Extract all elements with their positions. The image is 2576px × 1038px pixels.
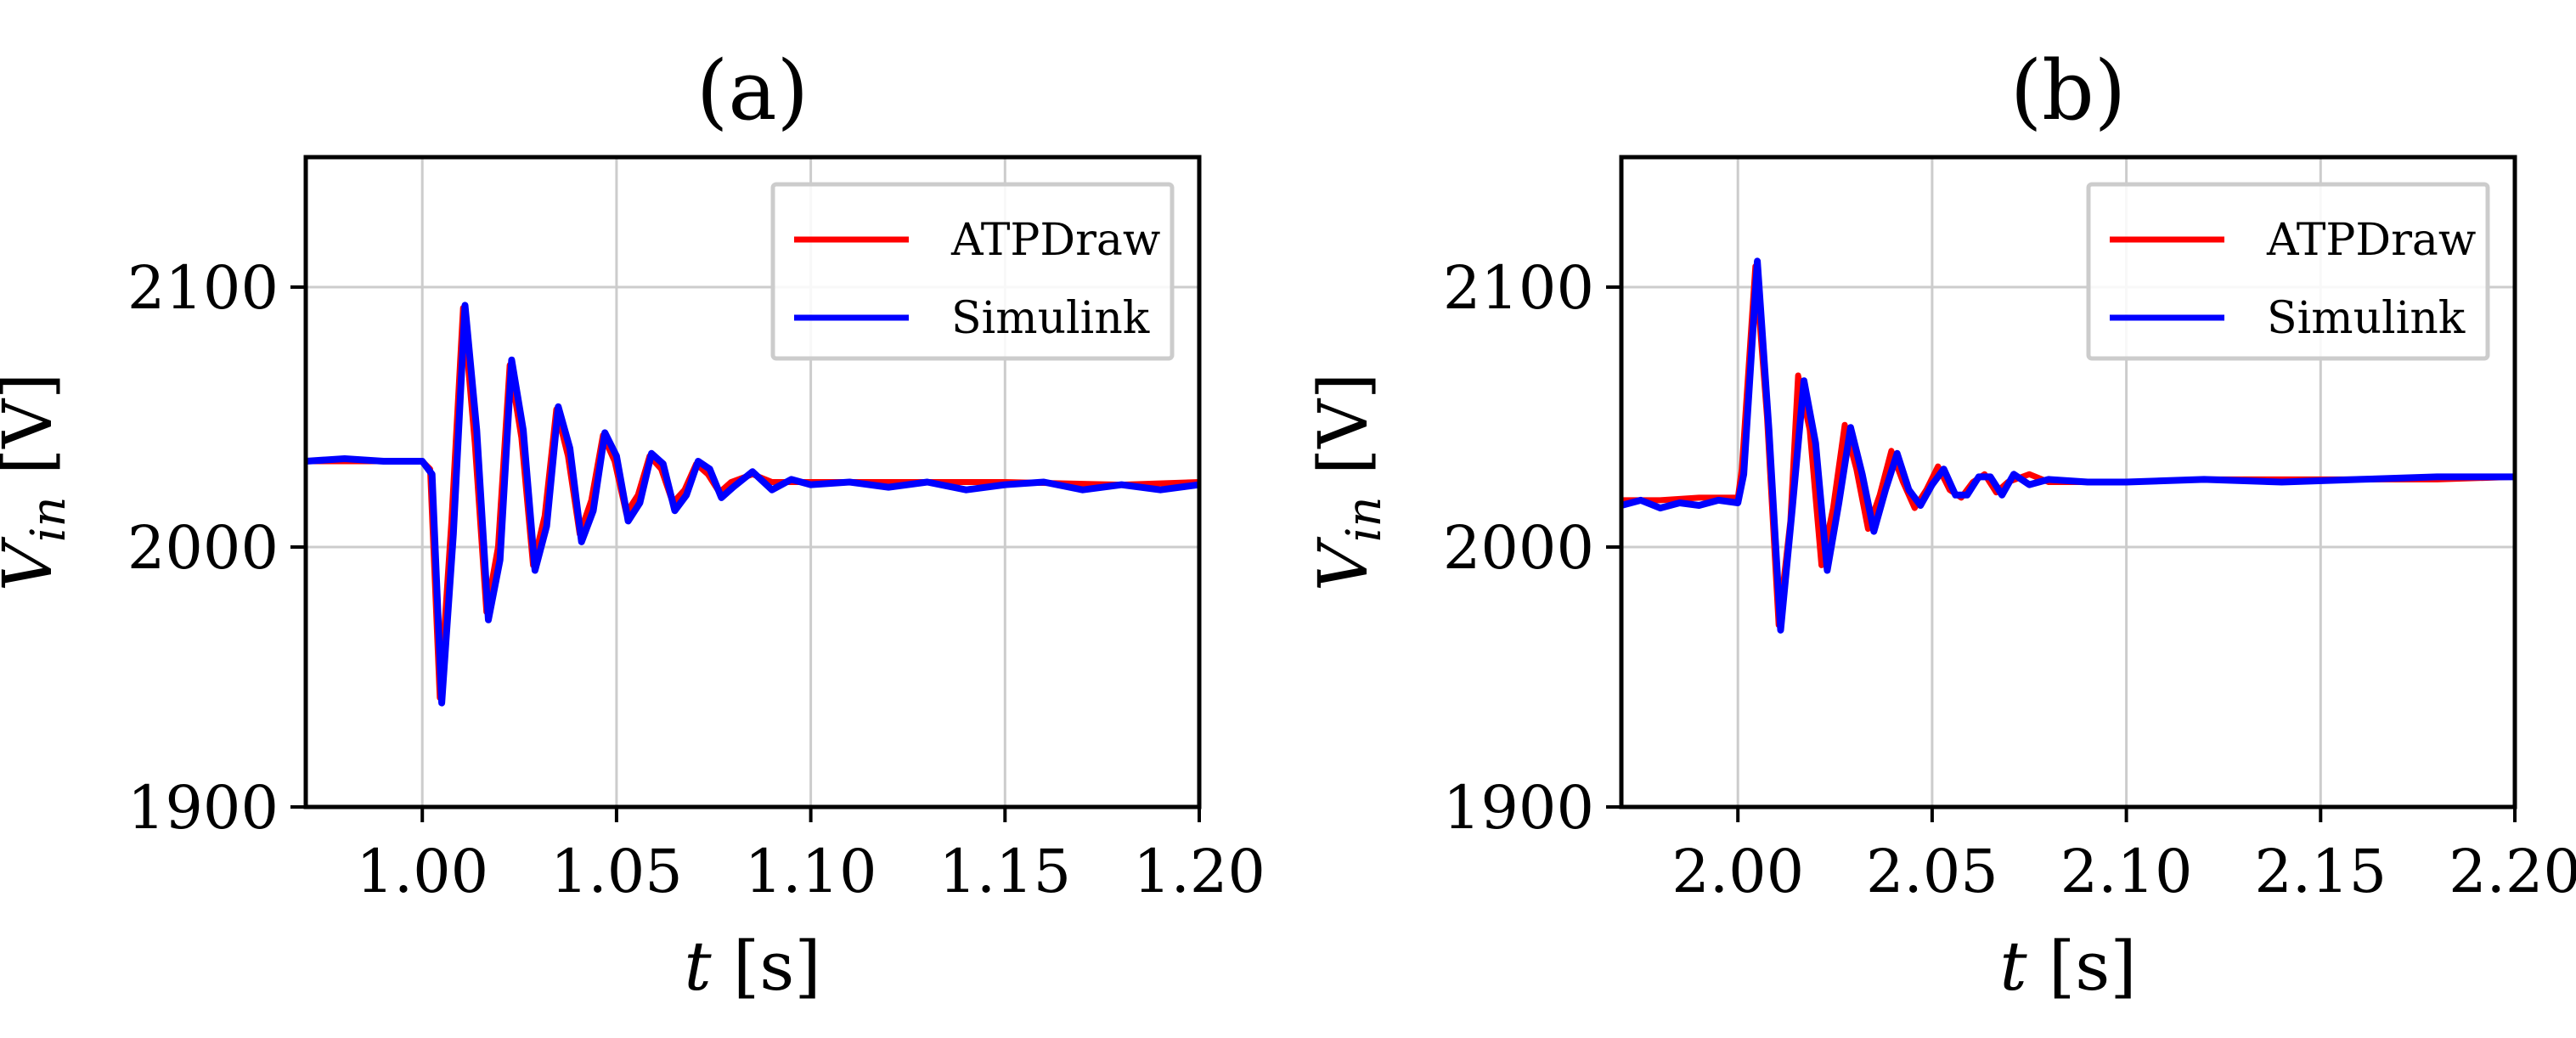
series-group xyxy=(1621,257,2515,634)
legend-label-atpdraw: ATPDraw xyxy=(2266,215,2476,266)
y-tick-label: 1900 xyxy=(1443,773,1594,843)
x-tick-label: 2.00 xyxy=(1671,837,1804,906)
legend-label-simulink: Simulink xyxy=(951,293,1150,344)
y-axis-label-var: V xyxy=(0,536,67,591)
axes-frame xyxy=(1619,155,2517,810)
x-tick-label: 1.00 xyxy=(356,837,488,906)
x-tick-label: 2.20 xyxy=(2449,837,2576,906)
y-axis-label: Vin [V] xyxy=(0,373,76,591)
y-axis-label-unit: [V] xyxy=(0,373,67,497)
x-axis-label-unit: [s] xyxy=(712,927,821,1006)
x-tick-label: 2.10 xyxy=(2060,837,2193,906)
chart-title: (b) xyxy=(2010,43,2126,138)
series-line-simulink xyxy=(1621,257,2515,634)
x-tick-label: 1.05 xyxy=(550,837,683,906)
legend-label-simulink: Simulink xyxy=(2267,293,2466,344)
series-group xyxy=(306,302,1199,707)
series-line-simulink xyxy=(306,302,1199,707)
y-tick-label: 1900 xyxy=(127,773,279,843)
y-axis-label-sub: in xyxy=(21,496,76,542)
x-axis-label-var: t xyxy=(684,927,712,1006)
y-axis-label-unit: [V] xyxy=(1304,373,1383,497)
x-axis-label: t [s] xyxy=(684,927,820,1006)
y-tick-label: 2000 xyxy=(127,513,279,583)
chart-panel-a: 1.00 1.05 1.10 1.15 1.20 1900 2000 2100 (a) t [s]… xyxy=(0,43,1265,1006)
x-axis-label-var: t xyxy=(1999,927,2027,1006)
chart-title: (a) xyxy=(696,43,809,138)
legend-label-atpdraw: ATPDraw xyxy=(950,215,1160,266)
x-axis-label-unit: [s] xyxy=(2027,927,2137,1006)
y-tick-label: 2000 xyxy=(1443,513,1594,583)
y-tick-label: 2100 xyxy=(1443,253,1594,323)
y-axis-label-sub: in xyxy=(1337,496,1392,542)
legend: ATPDraw Simulink xyxy=(770,182,1175,361)
axes-frame xyxy=(303,155,1202,810)
x-tick-label: 2.15 xyxy=(2254,837,2387,906)
y-axis-label: Vin [V] xyxy=(1304,373,1392,591)
chart-panel-b: 2.00 2.05 2.10 2.15 2.20 1900 2000 2100 (b) t [s]… xyxy=(1304,43,2576,1006)
x-tick-label: 1.15 xyxy=(939,837,1071,906)
legend: ATPDraw Simulink xyxy=(2086,182,2490,361)
y-axis-label-var: V xyxy=(1304,536,1383,591)
x-tick-label: 2.05 xyxy=(1866,837,1998,906)
x-axis-label: t [s] xyxy=(1999,927,2136,1006)
y-tick-label: 2100 xyxy=(127,253,279,323)
x-tick-label: 1.10 xyxy=(745,837,877,906)
x-tick-label: 1.20 xyxy=(1133,837,1265,906)
